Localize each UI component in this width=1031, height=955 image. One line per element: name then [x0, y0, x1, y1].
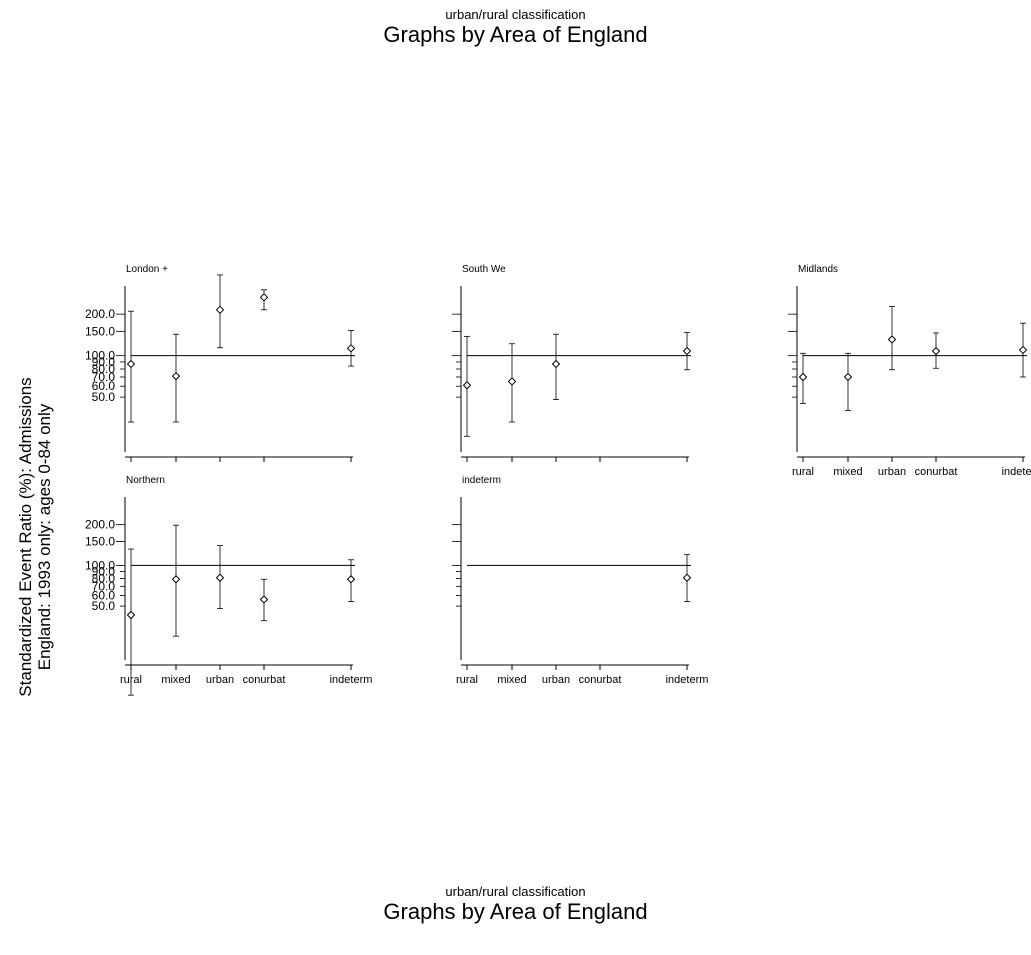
x-tick-label: rural: [792, 466, 814, 478]
data-point: [171, 371, 181, 381]
data-point: [346, 344, 356, 353]
y-tick-label: 70.0: [92, 579, 116, 593]
x-tick-label: mixed: [833, 466, 862, 478]
y-tick-label: 90.0: [92, 565, 116, 579]
data-point: [171, 575, 181, 584]
panel-title: Northern: [126, 475, 165, 486]
data-point: [843, 372, 853, 382]
y-tick-label: 200.0: [85, 307, 115, 321]
data-point: [215, 305, 225, 315]
panel-title: London +: [126, 264, 168, 275]
y-tick-label: 80.0: [92, 362, 116, 376]
x-tick-label: conurbat: [915, 466, 958, 478]
data-point: [462, 381, 472, 390]
data-point: [126, 610, 136, 620]
y-tick-label: 150.0: [85, 324, 115, 338]
data-point: [215, 573, 225, 582]
data-point: [931, 346, 941, 356]
data-point: [682, 346, 692, 356]
y-tick-label: 50.0: [92, 390, 116, 404]
x-tick-label: rural: [456, 674, 478, 686]
data-point: [346, 575, 356, 584]
x-tick-label: indeterm: [666, 674, 709, 686]
data-point: [259, 595, 269, 604]
header-subtitle: urban/rural classification: [445, 7, 586, 22]
x-tick-label: urban: [206, 674, 234, 686]
footer-subtitle: urban/rural classification: [445, 884, 586, 899]
data-point: [259, 293, 269, 302]
x-tick-label: indeterm: [330, 674, 373, 686]
panel-title: South We: [462, 264, 506, 275]
y-tick-label: 70.0: [92, 370, 116, 384]
footer-title: Graphs by Area of England: [383, 899, 648, 924]
y-tick-label: 150.0: [85, 535, 115, 549]
y-tick-label: 100.0: [85, 349, 115, 363]
y-tick-label: 60.0: [92, 588, 116, 602]
panel-title: indeterm: [462, 475, 501, 486]
data-point: [507, 377, 517, 386]
x-tick-label: mixed: [497, 674, 526, 686]
y-tick-label: 60.0: [92, 379, 116, 393]
x-tick-label: conurbat: [579, 674, 622, 686]
y-tick-label: 80.0: [92, 572, 116, 586]
data-point: [798, 372, 808, 382]
x-tick-label: urban: [878, 466, 906, 478]
data-point: [887, 335, 897, 344]
y-tick-label: 90.0: [92, 355, 116, 369]
y-tick-label: 100.0: [85, 558, 115, 572]
header-title: Graphs by Area of England: [383, 22, 648, 47]
y-tick-label: 200.0: [85, 518, 115, 532]
x-tick-label: conurbat: [243, 674, 286, 686]
x-tick-label: urban: [542, 674, 570, 686]
y-tick-label: 50.0: [92, 599, 116, 613]
data-point: [551, 359, 561, 369]
data-point: [126, 359, 136, 369]
panel-title: Midlands: [798, 264, 838, 275]
x-tick-label: indeterm: [1002, 466, 1031, 478]
x-tick-label: mixed: [161, 674, 190, 686]
data-point: [1018, 345, 1028, 355]
data-point: [682, 573, 692, 582]
